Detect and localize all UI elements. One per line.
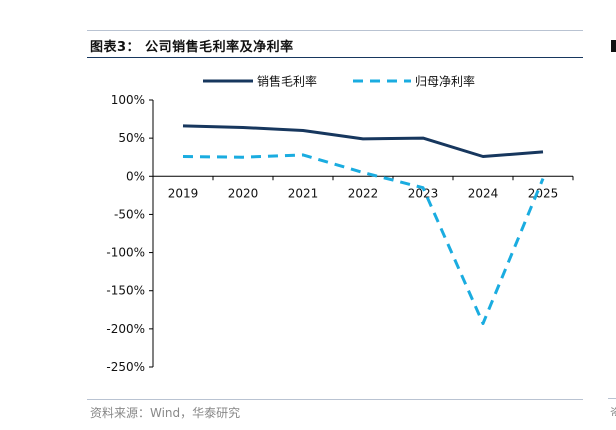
x-tick-label: 2024 — [468, 186, 499, 200]
chart-canvas: 100% 50% 0% -50% -100% -150% -200% -250% 2019 202… — [106, 74, 574, 374]
series-line-net-margin — [182, 153, 545, 325]
series-line-gross-margin — [182, 124, 544, 158]
x-tick-label: 2020 — [228, 186, 259, 200]
x-tick-label: 2021 — [288, 186, 319, 200]
line-chart: 100% 50% 0% -50% -100% -150% -200% -250% 2019 202… — [87, 60, 583, 400]
x-tick-label: 2025 — [528, 186, 559, 200]
page-title: 图表3： 公司销售毛利率及净利率 — [90, 40, 294, 55]
legend-label: 销售毛利率 — [257, 74, 317, 89]
legend-label: 归母净利率 — [415, 74, 475, 89]
adjacent-panel-mark — [611, 40, 616, 52]
x-tick-label: 2022 — [348, 186, 379, 200]
x-tick-label: 2019 — [168, 186, 199, 200]
source-note: 资料来源：Wind，华泰研究 — [90, 406, 241, 420]
title-rule — [87, 57, 583, 58]
y-tick-label: -50% — [114, 207, 145, 221]
y-tick-label: -100% — [106, 246, 145, 260]
y-tick-label: -200% — [106, 322, 145, 336]
y-tick-label: -250% — [106, 360, 145, 374]
adjacent-panel-rule — [608, 398, 616, 399]
footer-rule — [87, 399, 583, 400]
y-tick-label: 50% — [118, 131, 145, 145]
header-rule — [87, 30, 583, 31]
y-tick-label: 100% — [111, 93, 145, 107]
y-tick-label: -150% — [106, 284, 145, 298]
y-tick-label: 0% — [126, 169, 145, 183]
adjacent-panel-text: 资 — [610, 404, 616, 416]
x-tick-label: 2023 — [408, 186, 439, 200]
